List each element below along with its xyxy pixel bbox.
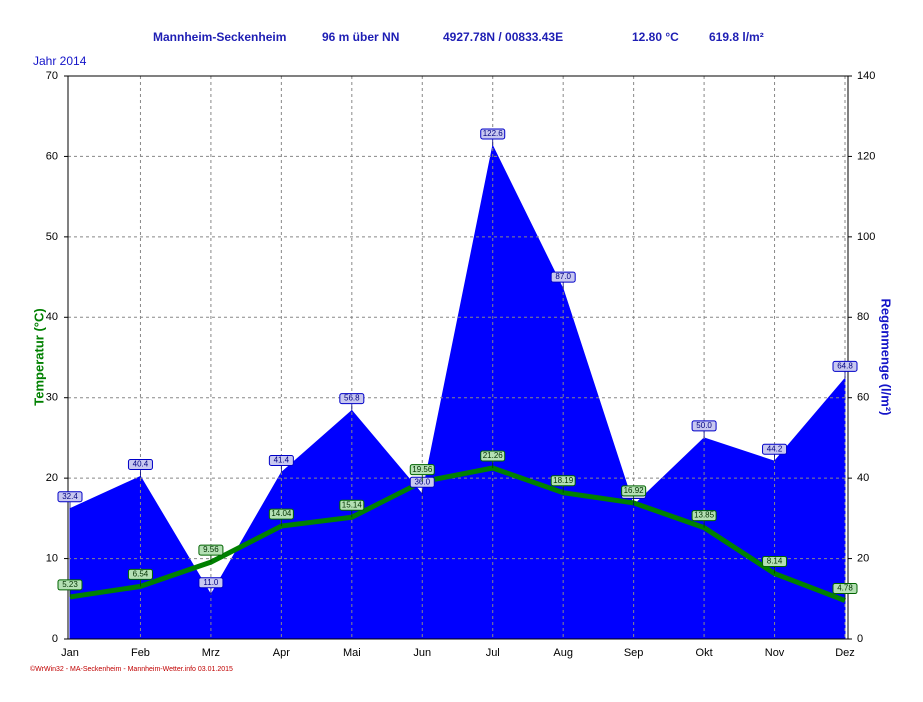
footer: ©WrWin32 - MA-Seckenheim - Mannheim-Wett… bbox=[30, 665, 233, 673]
rain-label: 44.2 bbox=[767, 444, 783, 453]
temperature-label: 4.78 bbox=[837, 584, 853, 593]
x-tick-label: Aug bbox=[553, 647, 573, 659]
y-tick-label: 50 bbox=[46, 231, 58, 243]
temperature-label: 5.23 bbox=[62, 580, 78, 589]
temperature-label: 6.54 bbox=[133, 570, 149, 579]
y2-tick-label: 80 bbox=[857, 311, 869, 323]
label-box bbox=[268, 508, 294, 520]
label-box bbox=[268, 455, 294, 467]
x-tick-label: Dez bbox=[835, 647, 855, 659]
y-tick-label: 0 bbox=[52, 633, 58, 645]
temperature-line bbox=[69, 465, 846, 603]
chart-title: Jahr 2014 bbox=[33, 54, 87, 68]
label-box bbox=[339, 499, 365, 511]
temperature-label: 8.14 bbox=[767, 557, 783, 566]
y-tick-label: 60 bbox=[46, 150, 58, 162]
label-box bbox=[621, 485, 647, 497]
label-box bbox=[127, 568, 153, 580]
label-box bbox=[480, 450, 506, 462]
label-box bbox=[57, 579, 83, 591]
temperature-label: 14.04 bbox=[271, 509, 292, 518]
x-tick-label: Apr bbox=[273, 647, 290, 659]
label-box bbox=[198, 544, 224, 556]
temperature-label: 13.85 bbox=[694, 511, 715, 520]
label-box bbox=[762, 556, 788, 568]
rain-label: 50.0 bbox=[696, 421, 712, 430]
label-box bbox=[57, 491, 83, 503]
y2-tick-label: 100 bbox=[857, 231, 875, 243]
y-tick-label: 40 bbox=[46, 311, 58, 323]
temperature-label: 19.56 bbox=[412, 465, 433, 474]
x-tick-label: Jul bbox=[486, 647, 500, 659]
rain-label: 122.6 bbox=[483, 129, 504, 138]
temperature-label: 18.19 bbox=[553, 476, 574, 485]
x-tick-label: Mai bbox=[343, 647, 361, 659]
rain-label: 36.0 bbox=[414, 477, 430, 486]
rain-label: 32.4 bbox=[62, 492, 78, 501]
x-tick-label: Mrz bbox=[202, 647, 220, 659]
temperature-label: 16.92 bbox=[624, 486, 645, 495]
label-box bbox=[832, 583, 858, 595]
label-box bbox=[691, 510, 717, 522]
x-tick-label: Nov bbox=[765, 647, 785, 659]
label-box bbox=[762, 443, 788, 455]
label-box bbox=[480, 128, 506, 140]
y-tick-label: 20 bbox=[46, 472, 58, 484]
x-tick-label: Feb bbox=[131, 647, 150, 659]
temperature-label: 15.14 bbox=[342, 500, 363, 509]
y-tick-label: 70 bbox=[46, 70, 58, 82]
label-box bbox=[127, 459, 153, 471]
rain-label: 56.8 bbox=[344, 394, 360, 403]
y2-tick-label: 20 bbox=[857, 552, 869, 564]
x-tick-label: Jun bbox=[413, 647, 431, 659]
label-box bbox=[691, 420, 717, 432]
label-box bbox=[339, 393, 365, 405]
label-box bbox=[409, 464, 435, 476]
plot-frame bbox=[67, 75, 849, 640]
y-tick-label: 30 bbox=[46, 392, 58, 404]
temperature-label: 21.26 bbox=[483, 451, 504, 460]
y2-tick-label: 120 bbox=[857, 150, 875, 162]
altitude: 96 m über NN bbox=[322, 30, 399, 44]
label-box bbox=[832, 360, 858, 372]
x-tick-label: Sep bbox=[624, 647, 644, 659]
rain-label: 87.0 bbox=[555, 272, 571, 281]
y-tick-label: 10 bbox=[46, 552, 58, 564]
station-name: Mannheim-Seckenheim bbox=[153, 30, 286, 44]
label-box bbox=[198, 577, 224, 589]
y2-tick-label: 0 bbox=[857, 633, 863, 645]
temperature-label: 9.56 bbox=[203, 545, 219, 554]
y2-tick-label: 140 bbox=[857, 70, 875, 82]
rain-label: 41.4 bbox=[274, 456, 290, 465]
x-tick-label: Jan bbox=[61, 647, 79, 659]
rain-area bbox=[69, 144, 846, 640]
x-tick-label: Okt bbox=[696, 647, 713, 659]
label-box bbox=[550, 271, 576, 283]
label-box bbox=[550, 475, 576, 487]
y2-tick-label: 40 bbox=[857, 472, 869, 484]
rain-label: 11.0 bbox=[203, 578, 219, 587]
rain-label: 40.4 bbox=[133, 460, 149, 469]
y-axis-label: Temperatur (°C) bbox=[31, 308, 46, 405]
y2-axis-label: Regenmenge (l/m²) bbox=[879, 298, 894, 415]
y2-tick-label: 60 bbox=[857, 392, 869, 404]
total-rain: 619.8 l/m² bbox=[709, 30, 764, 44]
coordinates: 4927.78N / 00833.43E bbox=[443, 30, 563, 44]
mean-temperature: 12.80 °C bbox=[632, 30, 679, 44]
rain-label: 64.8 bbox=[837, 362, 853, 371]
